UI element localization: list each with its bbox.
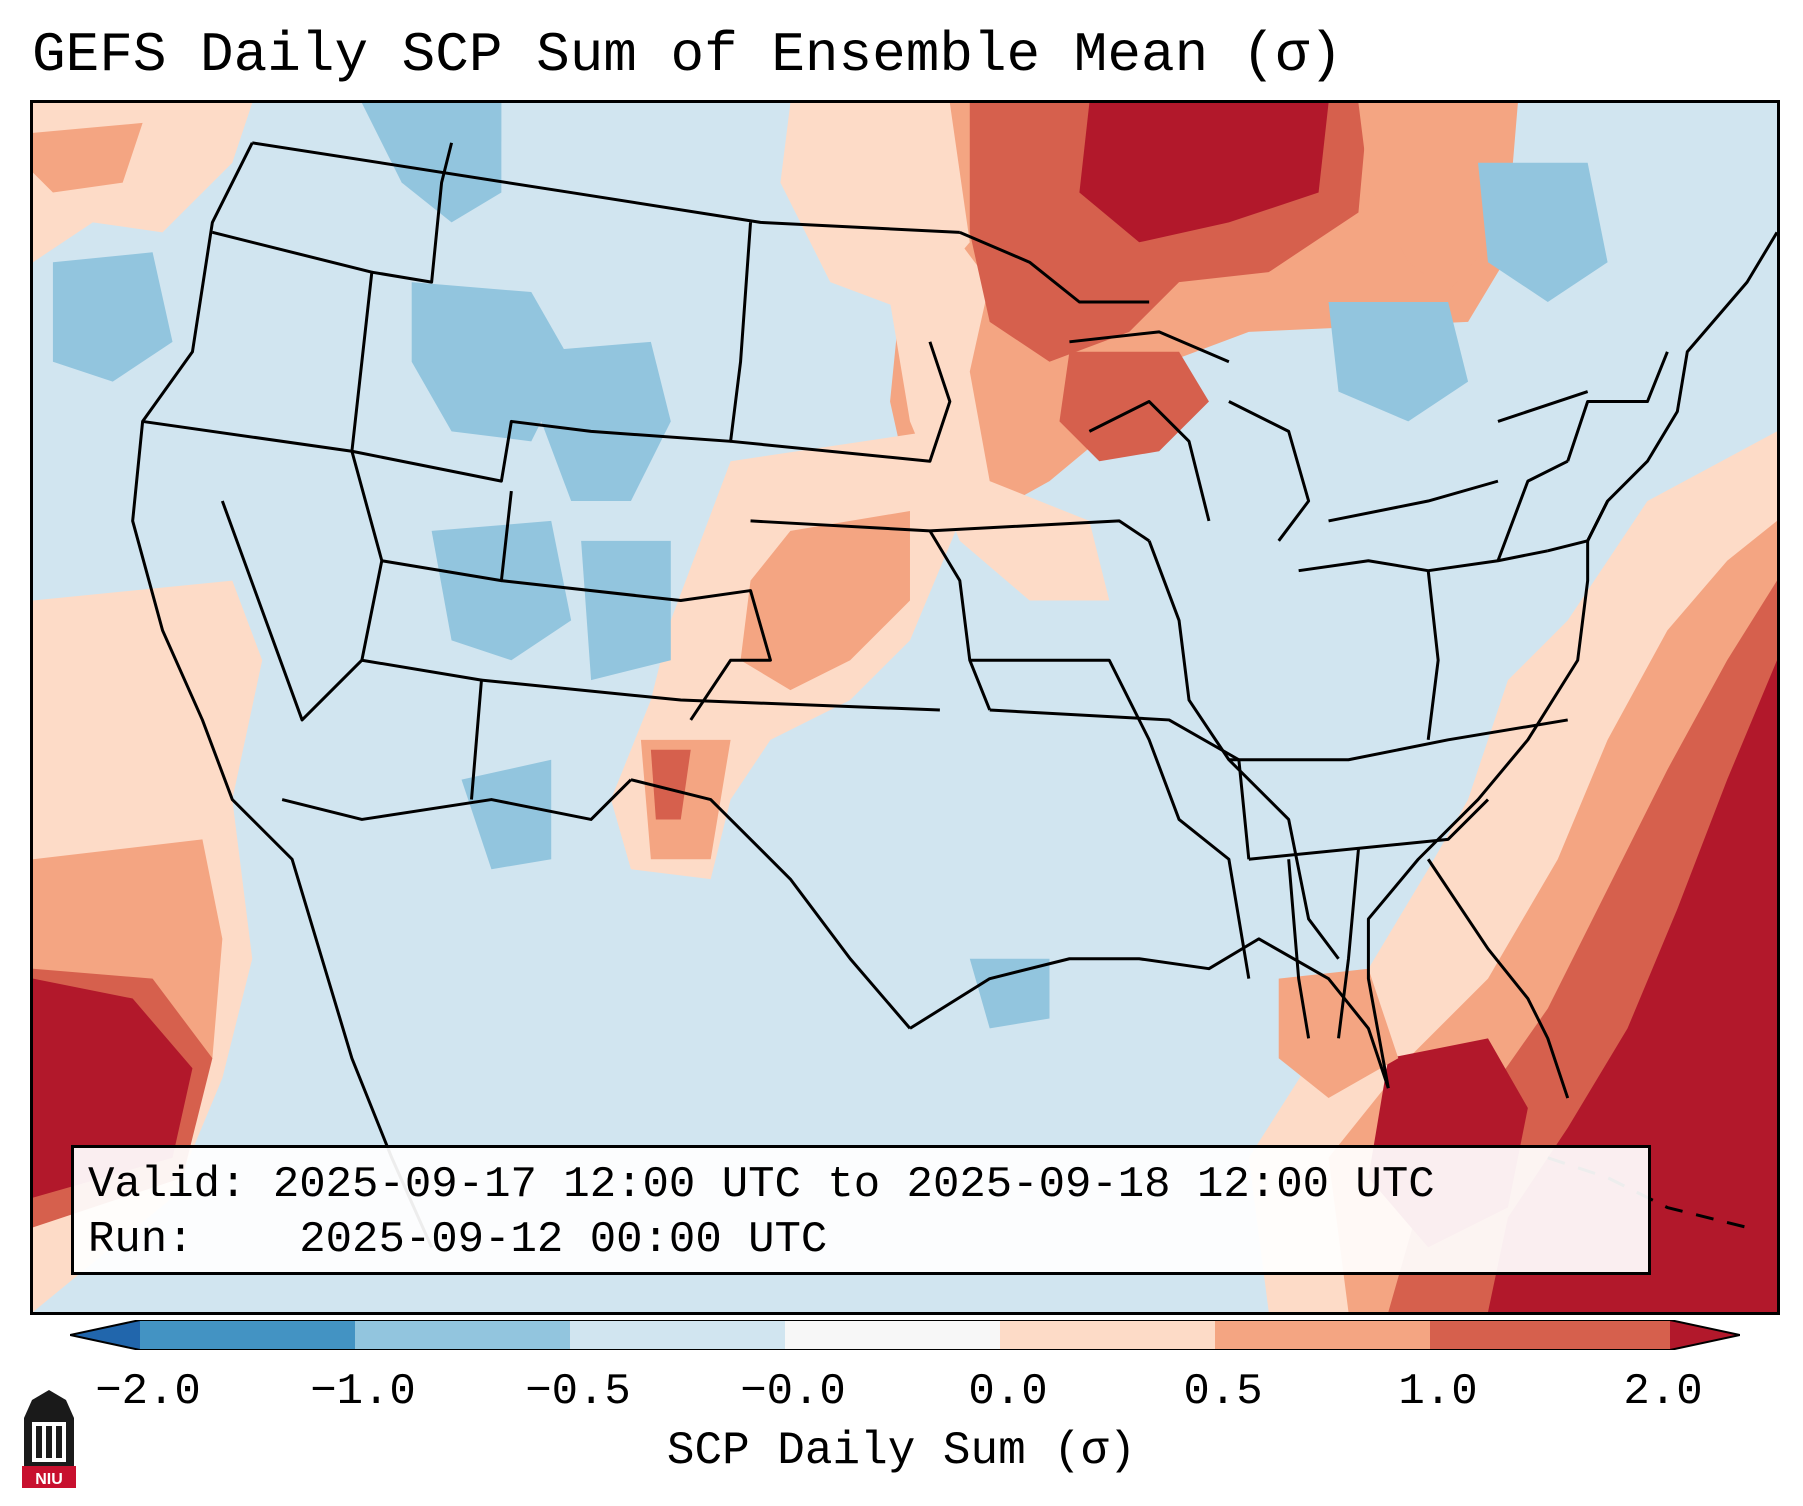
tick-label: −1.0 [310,1367,416,1417]
tennessee-south [1248,798,1490,861]
run-value: 2025-09-12 00:00 UTC [299,1215,828,1265]
colorbar-bin [140,1320,355,1350]
colorbar-extend-high [1670,1320,1740,1350]
tick-label: 0.0 [968,1367,1048,1417]
tick-label: −2.0 [95,1367,201,1417]
lake-superior-strong [1059,351,1209,462]
canada-max [1079,103,1329,243]
colorbar-bin [1000,1320,1215,1350]
dakotas [730,341,952,463]
tennessee-north [1228,718,1568,762]
pacific-coast [131,142,433,1248]
colorado-kansas [501,579,772,721]
oregon-washington [142,230,374,453]
run-row: Run: 2025-09-12 00:00 UTC [88,1213,1634,1268]
texas-coast-patch [969,958,1050,1029]
atlantic-coast [1366,540,1590,1089]
wyoming-patch [531,341,671,502]
lake-erie [1328,479,1499,523]
colorbar-bin [785,1320,1000,1350]
niu-logo-icon: NIU [22,1390,76,1488]
tick-label: −0.5 [525,1367,631,1417]
mexico-border-texas [630,778,912,1030]
new-jersey [1547,500,1609,553]
lower-michigan-patch [1328,302,1469,422]
tick-label: 1.0 [1398,1367,1478,1417]
chart-title: GEFS Daily SCP Sum of Ensemble Mean (σ) [32,23,1343,87]
northern-tier [351,222,753,483]
pacific-sw-max [33,978,193,1198]
positive-anomaly-field [33,103,1777,1312]
tick-label: 0.5 [1183,1367,1263,1417]
oklahoma-north [481,678,940,712]
gulf-coast [909,937,1390,1089]
colorbar-bin [570,1320,785,1350]
iowa-north [929,519,1150,543]
colorbar-label: SCP Daily Sum (σ) [666,1425,1137,1477]
colorbar-bin [1215,1320,1430,1350]
pacific-nw-light [33,122,143,193]
run-label: Run: [88,1215,194,1265]
lake-ontario [1497,390,1589,423]
lake-huron [1228,400,1311,542]
lake-michigan [1088,400,1211,522]
idaho-north-patch [361,103,502,223]
weather-map [33,103,1777,1312]
arizona-patch [461,759,552,870]
tick-label: −0.0 [740,1367,846,1417]
quebec-light [1358,103,1518,293]
valid-label: Valid: [88,1160,247,1210]
tick-label: 2.0 [1623,1367,1703,1417]
georgia-alabama [1337,849,1360,1039]
valid-row: Valid: 2025-09-17 12:00 UTC to 2025-09-1… [88,1158,1634,1213]
colorbar-bin [1430,1320,1670,1350]
new-york [1566,351,1669,462]
dakota-pale [780,103,970,312]
mississippi-alabama [1287,859,1311,1039]
lake-superior [1069,330,1230,364]
new-mexico-strong [650,749,691,820]
colorbar [70,1320,1740,1350]
state-boundaries [131,141,1777,1248]
colorbar-bin [355,1320,570,1350]
canada-border-east [959,230,1150,304]
maine-patch [1478,162,1608,303]
mexico-border-west [281,778,632,821]
colorado-patch [581,540,671,681]
missouri-arkansas [969,658,1251,979]
valid-value: 2025-09-17 12:00 UTC to 2025-09-18 12:00… [272,1160,1435,1210]
ohio-east [1426,570,1440,741]
logo-text: NIU [35,1471,63,1488]
washington-coast-patch [52,252,173,382]
map-panel: Valid: 2025-09-17 12:00 UTC to 2025-09-1… [30,100,1780,1315]
canada-border [252,141,960,234]
utah-patch [431,520,572,661]
pennsylvania [1496,459,1569,562]
colorbar-extend-low [70,1320,140,1350]
info-box: Valid: 2025-09-17 12:00 UTC to 2025-09-1… [71,1145,1651,1275]
negative-anomaly-field [52,103,1608,1029]
arkansas-east [989,708,1251,860]
colorbar-ticks: −2.0 −1.0 −0.5 −0.0 0.0 0.5 1.0 2.0 [0,1355,1803,1417]
idaho-patch [411,282,572,442]
florida-peninsula [1426,858,1570,1099]
kansas-light [740,510,910,691]
nebraska-kansas [750,519,992,711]
idaho-west [371,142,454,284]
